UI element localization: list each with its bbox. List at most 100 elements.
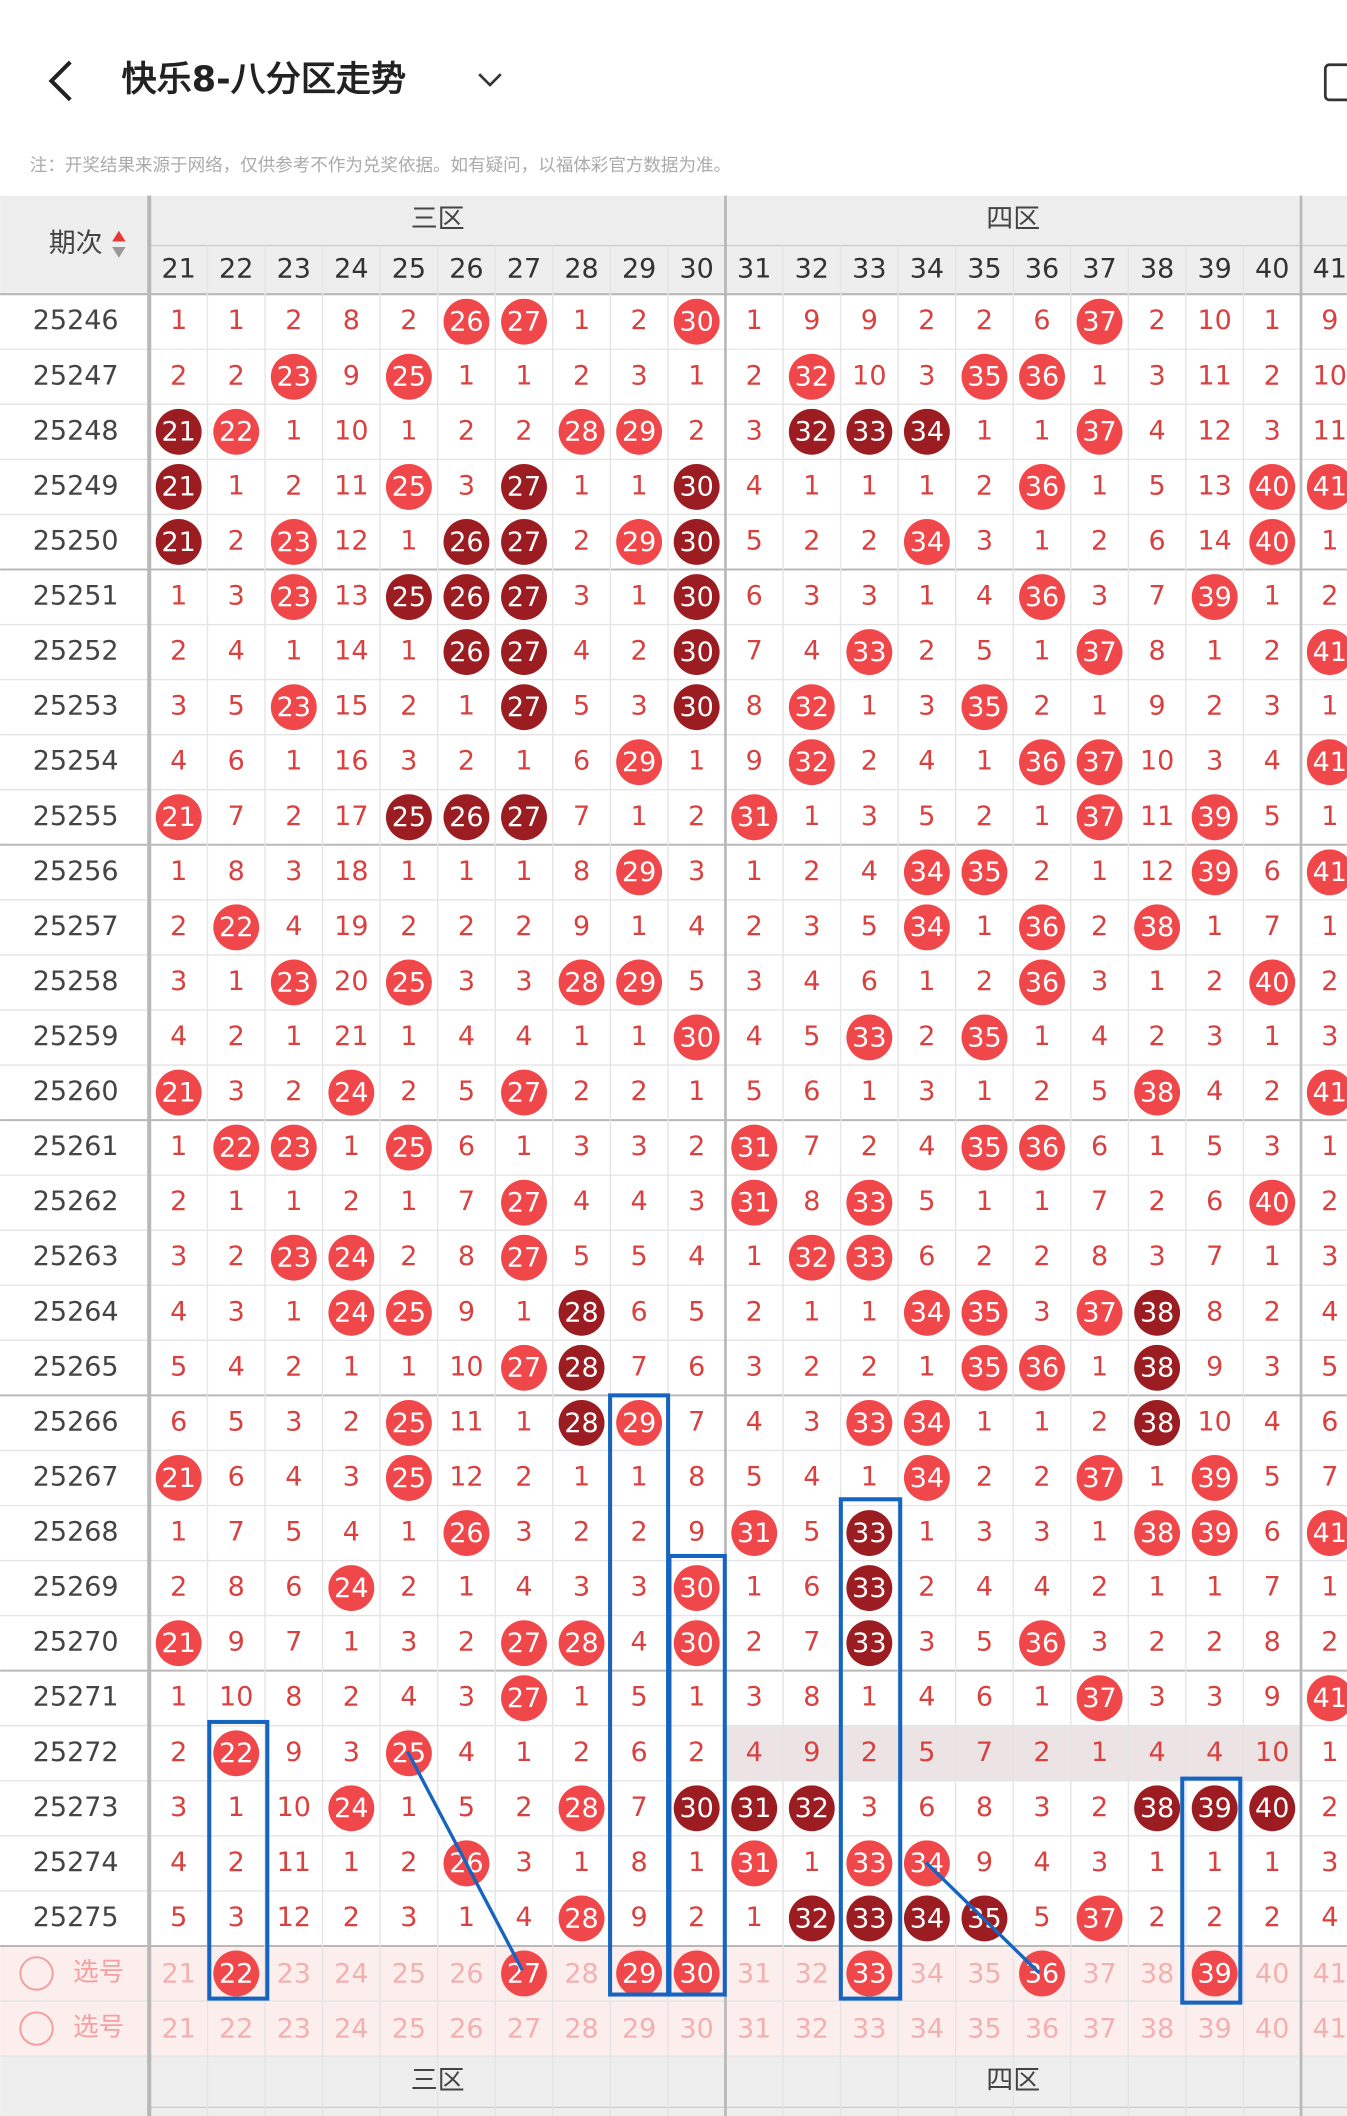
select-number[interactable]: 38 xyxy=(1140,1958,1174,1989)
ball-number: 39 xyxy=(1198,1793,1232,1824)
ball-number: 29 xyxy=(622,967,656,998)
miss-count: 2 xyxy=(170,1572,187,1603)
title-dropdown[interactable] xyxy=(478,73,502,87)
select-number[interactable]: 27 xyxy=(507,1958,541,1989)
select-number[interactable]: 21 xyxy=(162,2013,196,2044)
ball-number: 31 xyxy=(737,1848,771,1879)
select-number[interactable]: 35 xyxy=(967,1958,1001,1989)
select-number[interactable]: 33 xyxy=(852,1958,886,1989)
ball-number: 32 xyxy=(795,1903,829,1934)
miss-count: 2 xyxy=(1264,1076,1281,1107)
miss-count: 5 xyxy=(918,1186,935,1217)
select-radio[interactable] xyxy=(19,2011,54,2046)
selected-ball[interactable] xyxy=(1191,1950,1238,1997)
select-number[interactable]: 39 xyxy=(1198,2013,1232,2044)
miss-count: 3 xyxy=(1033,1792,1050,1823)
miss-count: 7 xyxy=(458,1186,475,1217)
miss-count: 2 xyxy=(573,1076,590,1107)
selected-ball[interactable] xyxy=(501,1950,547,1997)
select-number[interactable]: 28 xyxy=(564,2013,598,2044)
miss-count: 2 xyxy=(1091,1572,1108,1603)
miss-count: 7 xyxy=(1264,1572,1281,1603)
sort-up[interactable] xyxy=(112,230,126,242)
miss-count: 1 xyxy=(976,1076,993,1107)
miss-count: 4 xyxy=(515,1902,532,1933)
select-number[interactable]: 28 xyxy=(564,1958,598,1989)
select-number[interactable]: 23 xyxy=(277,1958,311,1989)
select-number[interactable]: 21 xyxy=(162,1958,196,1989)
ball-hit xyxy=(270,574,317,620)
miss-count: 7 xyxy=(1149,581,1166,612)
select-number[interactable]: 37 xyxy=(1082,1958,1116,1989)
select-number[interactable]: 39 xyxy=(1198,1958,1232,1989)
ball-number: 33 xyxy=(852,1628,886,1659)
select-number[interactable]: 34 xyxy=(910,2013,944,2044)
miss-count: 4 xyxy=(285,1461,302,1492)
miss-count: 6 xyxy=(170,1406,187,1437)
select-number[interactable]: 32 xyxy=(795,2013,829,2044)
ball-hit xyxy=(1019,739,1065,786)
select-number[interactable]: 32 xyxy=(795,1958,829,1989)
selected-ball[interactable] xyxy=(213,1950,260,1997)
ball-hit xyxy=(731,1840,778,1887)
select-number[interactable]: 38 xyxy=(1140,2013,1174,2044)
ball-hit xyxy=(213,1124,260,1171)
select-number[interactable]: 25 xyxy=(392,2013,426,2044)
select-number[interactable]: 35 xyxy=(967,2013,1001,2044)
select-number[interactable]: 24 xyxy=(334,1958,368,1989)
selected-ball[interactable] xyxy=(616,1950,663,1997)
issue-header[interactable]: 期次 xyxy=(49,228,103,259)
ball-hit xyxy=(385,1455,432,1501)
miss-count: 4 xyxy=(1264,746,1281,777)
ball-repeat xyxy=(443,794,490,841)
selected-ball[interactable] xyxy=(673,1950,720,1997)
miss-count: 1 xyxy=(515,746,532,777)
select-number[interactable]: 22 xyxy=(219,1958,253,1989)
select-radio[interactable] xyxy=(19,1956,54,1991)
select-number[interactable]: 37 xyxy=(1082,2013,1116,2044)
select-number[interactable]: 27 xyxy=(507,2013,541,2044)
select-number[interactable]: 23 xyxy=(277,2013,311,2044)
select-number[interactable]: 34 xyxy=(910,1958,944,1989)
select-number[interactable]: 25 xyxy=(392,1958,426,1989)
miss-count: 2 xyxy=(400,305,417,336)
select-number[interactable]: 41 xyxy=(1313,2013,1347,2044)
selected-ball[interactable] xyxy=(846,1950,893,1997)
select-number[interactable]: 29 xyxy=(622,1958,656,1989)
select-number[interactable]: 41 xyxy=(1313,1958,1347,1989)
miss-count: 1 xyxy=(228,1792,245,1823)
select-number[interactable]: 40 xyxy=(1255,1958,1289,1989)
ball-hit xyxy=(1191,794,1238,841)
miss-count: 11 xyxy=(1313,415,1347,446)
miss-count: 1 xyxy=(631,1461,648,1492)
select-number[interactable]: 26 xyxy=(449,2013,483,2044)
select-number[interactable]: 30 xyxy=(680,1958,714,1989)
sort-down[interactable] xyxy=(112,246,126,258)
ball-number: 22 xyxy=(219,1738,253,1769)
issue: 25246 xyxy=(33,305,119,336)
back-button[interactable] xyxy=(48,60,72,102)
select-number[interactable]: 24 xyxy=(334,2013,368,2044)
select-number[interactable]: 40 xyxy=(1255,2013,1289,2044)
ball-hit xyxy=(501,1234,547,1281)
miss-count: 9 xyxy=(631,1902,648,1933)
miss-count: 1 xyxy=(861,470,878,501)
select-number[interactable]: 36 xyxy=(1025,2013,1059,2044)
select-number[interactable]: 30 xyxy=(680,2013,714,2044)
select-number[interactable]: 29 xyxy=(622,2013,656,2044)
select-number[interactable]: 26 xyxy=(449,1958,483,1989)
miss-count: 3 xyxy=(1091,581,1108,612)
miss-count: 3 xyxy=(976,525,993,556)
select-number[interactable]: 31 xyxy=(737,2013,771,2044)
miss-count: 4 xyxy=(746,470,763,501)
select-number[interactable]: 33 xyxy=(852,2013,886,2044)
miss-count: 2 xyxy=(343,1406,360,1437)
miss-count: 2 xyxy=(631,305,648,336)
miss-count: 9 xyxy=(228,1627,245,1658)
select-number[interactable]: 31 xyxy=(737,1958,771,1989)
ball-hit xyxy=(1076,298,1123,345)
menu-icon[interactable] xyxy=(1323,63,1347,102)
select-number[interactable]: 22 xyxy=(219,2013,253,2044)
miss-count: 10 xyxy=(277,1792,311,1823)
selected-ball[interactable] xyxy=(1019,1950,1065,1997)
